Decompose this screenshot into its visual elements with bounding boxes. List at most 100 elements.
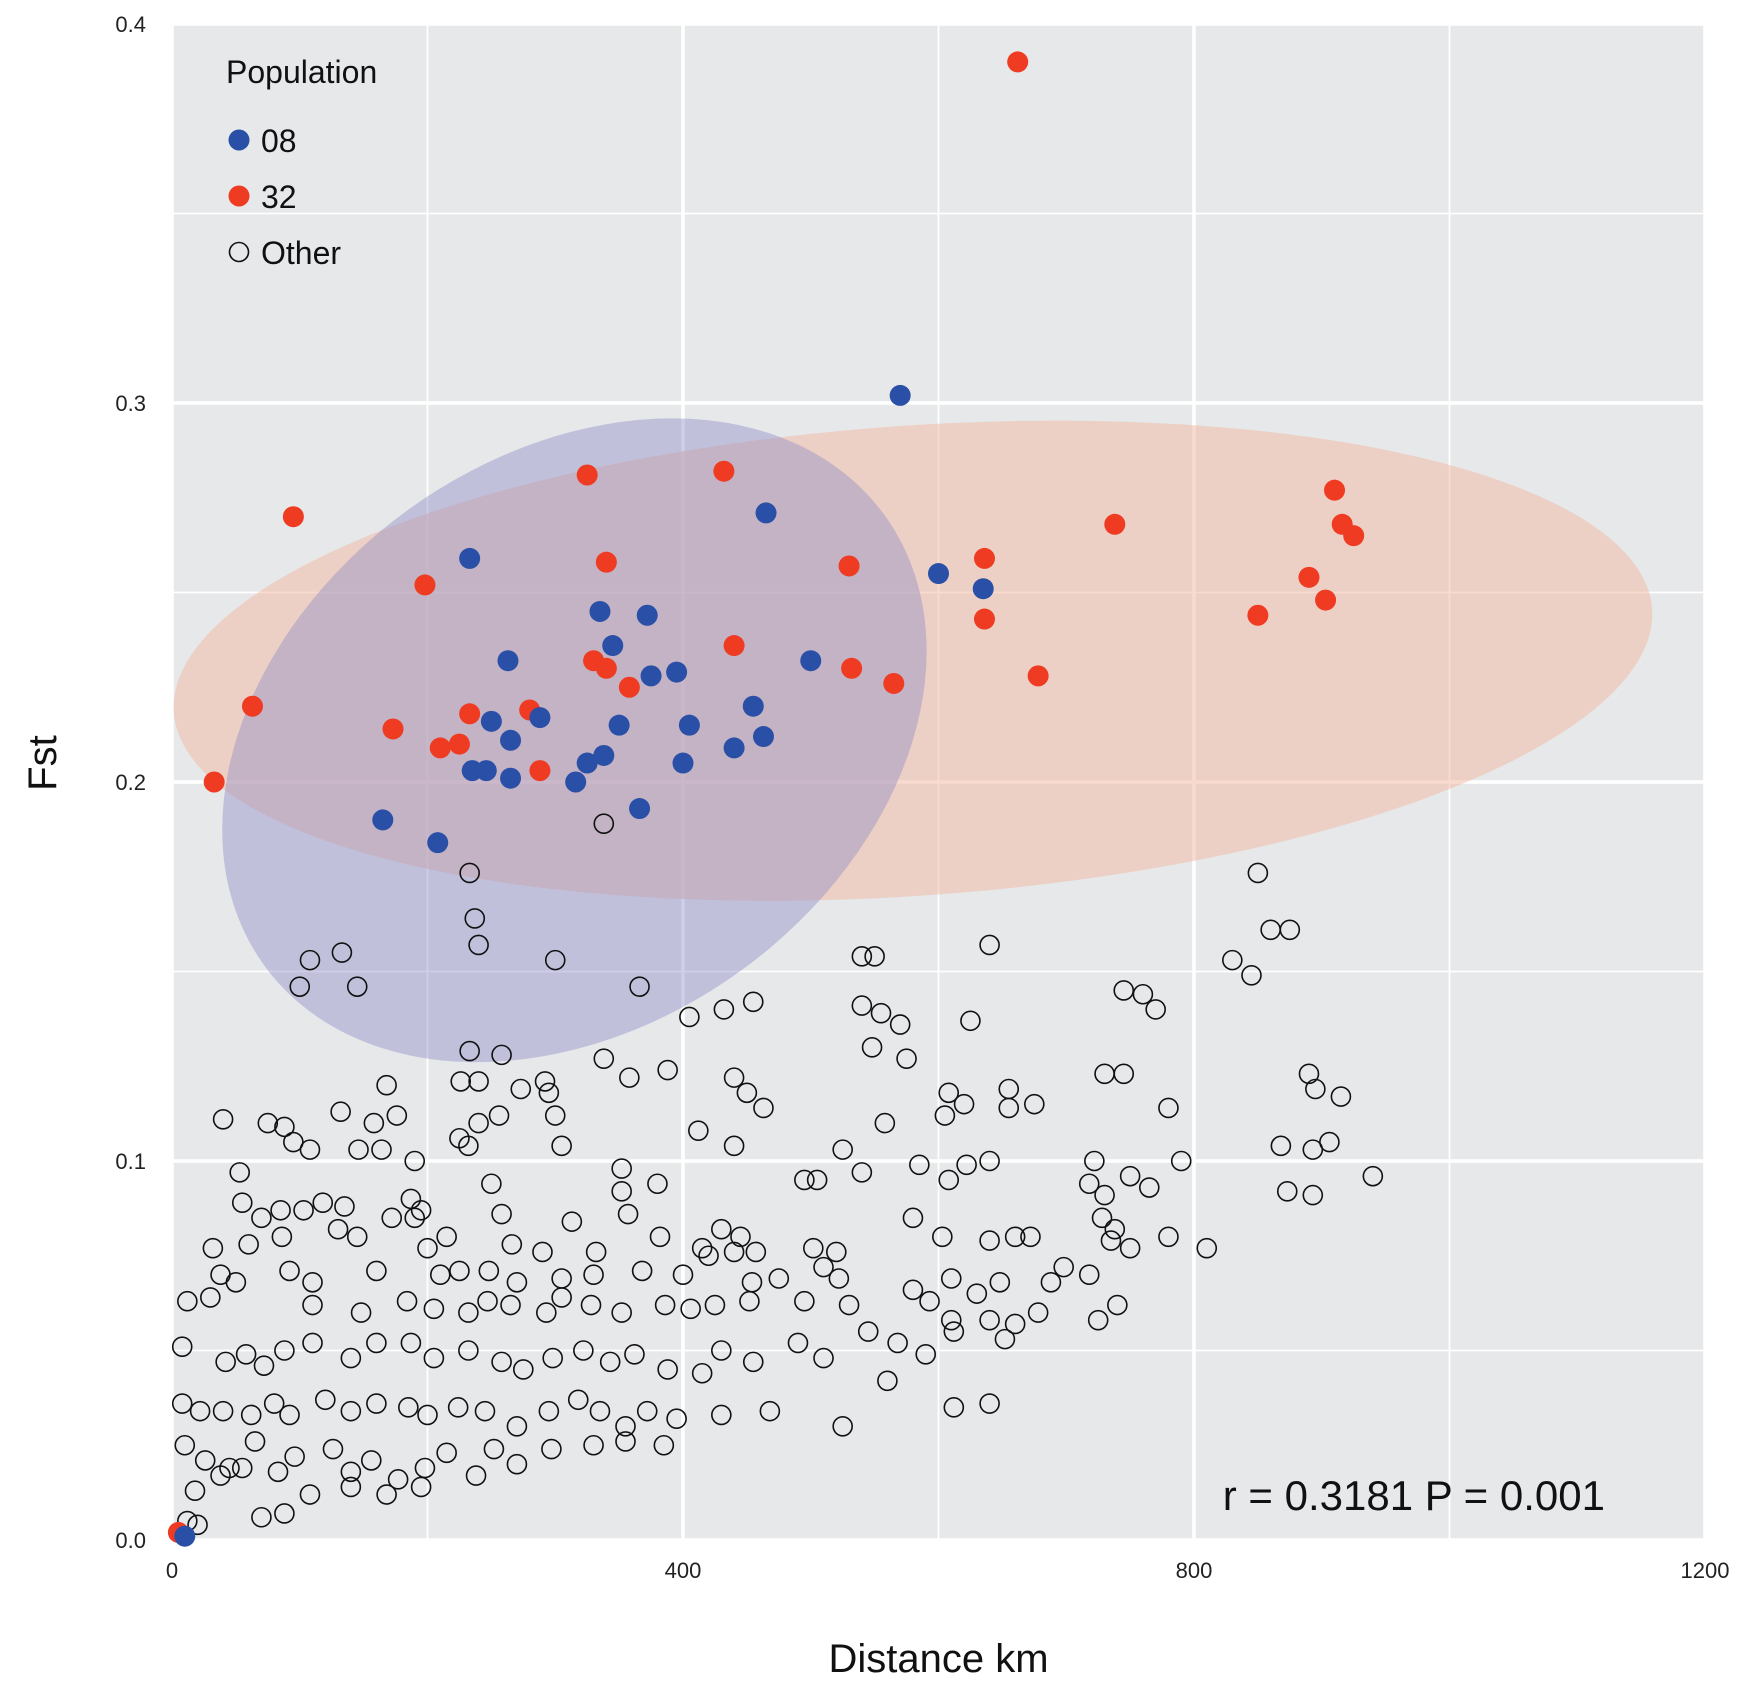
point-other-111 <box>491 1203 512 1225</box>
point-other-133 <box>501 1234 523 1255</box>
point-other-110 <box>410 1199 432 1221</box>
point-other-20 <box>1132 983 1154 1005</box>
point-other-182 <box>680 1298 701 1320</box>
point-other-177 <box>536 1302 557 1323</box>
point-08-18 <box>752 726 774 748</box>
point-other-46 <box>1305 1078 1326 1100</box>
point-other-143 <box>1119 1237 1141 1259</box>
point-other-156 <box>672 1264 694 1285</box>
ellipse-08 <box>222 418 927 1063</box>
point-other-162 <box>940 1268 962 1289</box>
y-tick-label: 0.3 <box>115 391 146 416</box>
point-08-27 <box>629 798 651 820</box>
point-other-240 <box>636 1400 658 1422</box>
point-other-150 <box>449 1260 470 1282</box>
point-other-139 <box>745 1241 767 1263</box>
point-other-16 <box>346 976 368 997</box>
point-other-215 <box>813 1347 834 1369</box>
point-32-5 <box>1104 513 1126 535</box>
legend-marker-32 <box>228 185 250 207</box>
point-other-172 <box>396 1290 418 1312</box>
point-other-145 <box>225 1271 247 1293</box>
point-other-193 <box>171 1336 193 1358</box>
point-other-219 <box>943 1321 965 1342</box>
point-other-234 <box>474 1400 496 1422</box>
point-other-129 <box>327 1218 349 1240</box>
point-other-152 <box>506 1271 528 1293</box>
point-other-89 <box>312 1192 334 1213</box>
point-other-41 <box>376 1074 397 1096</box>
point-other-202 <box>423 1347 445 1369</box>
point-other-38 <box>468 1071 489 1092</box>
point-other-58 <box>488 1105 510 1126</box>
point-other-194 <box>215 1351 236 1373</box>
point-other-244 <box>832 1416 853 1437</box>
point-other-211 <box>691 1362 713 1384</box>
point-other-235 <box>506 1416 528 1437</box>
point-08-12 <box>742 695 764 717</box>
point-08-23 <box>565 771 587 793</box>
point-other-9 <box>331 942 353 963</box>
point-08-28 <box>372 809 394 831</box>
point-other-160 <box>828 1268 850 1289</box>
point-other-164 <box>989 1271 1011 1293</box>
point-other-173 <box>423 1298 445 1320</box>
point-other-82 <box>909 1154 930 1176</box>
point-other-266 <box>653 1434 675 1456</box>
point-other-59 <box>538 1082 560 1104</box>
point-other-181 <box>654 1294 676 1316</box>
point-32-0 <box>1007 51 1029 73</box>
point-other-114 <box>649 1226 671 1248</box>
point-08-29 <box>427 832 449 854</box>
correlation-annotation: r = 0.3181 P = 0.001 <box>1223 1472 1605 1519</box>
point-other-200 <box>366 1332 387 1354</box>
x-tick-label: 800 <box>1176 1558 1213 1583</box>
point-other-154 <box>583 1264 604 1285</box>
point-other-65 <box>468 1112 489 1134</box>
point-other-254 <box>322 1438 344 1460</box>
point-08-22 <box>500 767 522 789</box>
y-axis-title: Fst <box>21 735 65 791</box>
point-other-33 <box>896 1048 917 1069</box>
point-08-8 <box>497 650 519 672</box>
point-other-25 <box>870 1002 892 1024</box>
point-08-19 <box>723 737 745 759</box>
point-other-105 <box>251 1207 272 1229</box>
point-other-1 <box>459 862 480 884</box>
point-other-238 <box>589 1400 611 1422</box>
point-32-3 <box>713 460 735 482</box>
point-08-1 <box>755 502 777 524</box>
point-other-30 <box>593 1048 615 1069</box>
point-08-21 <box>475 760 497 782</box>
point-other-208 <box>599 1351 621 1373</box>
point-other-23 <box>713 999 735 1020</box>
point-other-34 <box>1298 1063 1320 1085</box>
point-other-103 <box>1362 1165 1384 1187</box>
point-other-121 <box>1020 1226 1041 1248</box>
point-other-50 <box>998 1097 1020 1119</box>
point-other-61 <box>874 1112 896 1134</box>
point-other-22 <box>679 1006 700 1028</box>
confidence-ellipses <box>173 418 1653 1063</box>
point-other-6 <box>468 934 489 956</box>
point-32-14 <box>973 608 995 630</box>
point-other-19 <box>1113 980 1135 1001</box>
point-other-60 <box>544 1105 566 1126</box>
point-08-15 <box>529 707 551 729</box>
point-other-95 <box>794 1169 815 1191</box>
point-other-199 <box>340 1347 362 1369</box>
point-other-269 <box>231 1457 253 1479</box>
x-tick-label: 1200 <box>1681 1558 1730 1583</box>
point-other-189 <box>1004 1313 1026 1335</box>
point-32-2 <box>576 464 598 486</box>
point-other-77 <box>832 1139 853 1160</box>
legend-label-32: 32 <box>261 179 297 215</box>
point-other-201 <box>400 1332 422 1354</box>
point-other-131 <box>417 1237 438 1259</box>
point-other-192 <box>1107 1294 1128 1316</box>
point-other-72 <box>371 1139 392 1160</box>
point-other-246 <box>943 1397 965 1418</box>
point-other-255 <box>340 1461 362 1483</box>
point-other-273 <box>340 1476 362 1498</box>
point-other-28 <box>459 1040 480 1062</box>
